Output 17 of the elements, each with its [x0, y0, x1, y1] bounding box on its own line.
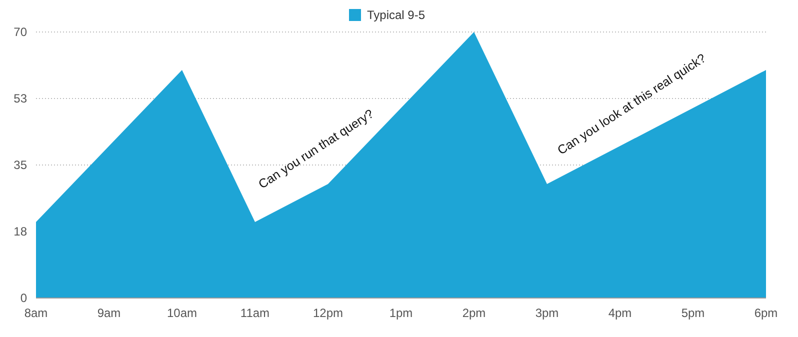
- x-tick-label: 1pm: [389, 306, 413, 320]
- y-tick-label: 53: [14, 92, 28, 106]
- x-tick-label: 11am: [240, 306, 270, 320]
- legend-label: Typical 9-5: [367, 8, 426, 22]
- x-tick-label: 12pm: [312, 306, 344, 320]
- y-tick-label: 35: [14, 158, 28, 172]
- x-tick-label: 3pm: [535, 306, 559, 320]
- x-tick-label: 4pm: [608, 306, 632, 320]
- x-tick-label: 8am: [24, 306, 48, 320]
- x-tick-label: 5pm: [681, 306, 705, 320]
- y-tick-label: 70: [14, 25, 28, 40]
- y-tick-label: 0: [20, 291, 28, 306]
- x-tick-label: 10am: [166, 306, 198, 320]
- x-tick-label: 2pm: [462, 306, 486, 320]
- x-tick-label: 9am: [97, 306, 121, 320]
- x-tick-label: 6pm: [754, 306, 778, 320]
- y-tick-label: 18: [14, 224, 28, 239]
